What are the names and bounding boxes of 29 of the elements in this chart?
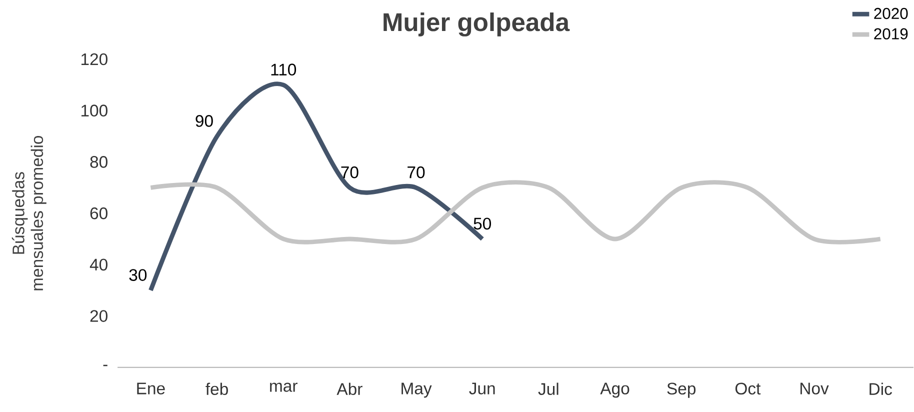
y-tick-label: 60: [90, 207, 108, 220]
data-label: 50: [474, 218, 492, 230]
y-tick-label: 100: [82, 104, 108, 117]
y-axis-title: Búsquedas mensuales promedio: [12, 136, 46, 290]
data-label: 70: [341, 166, 358, 178]
y-tick-label: 120: [82, 53, 108, 66]
legend-label: 2019: [874, 28, 908, 40]
x-tick-label: Abr: [336, 382, 362, 396]
data-label: 90: [196, 115, 213, 127]
x-tick-label: Nov: [800, 382, 829, 394]
x-tick-label: feb: [206, 382, 228, 396]
x-tick-label: mar: [270, 382, 298, 392]
x-tick-label: Oct: [735, 382, 761, 395]
x-tick-label: Ene: [137, 382, 165, 394]
data-label: 70: [408, 166, 425, 178]
x-tick-label: May: [402, 382, 432, 398]
x-tick-label: Jun: [469, 382, 495, 394]
chart-title: Mujer golpeada: [384, 12, 570, 37]
x-tick-label: Jul: [538, 382, 558, 396]
data-label: 110: [271, 64, 296, 76]
x-tick-label: Ago: [600, 382, 630, 398]
y-tick-label: 80: [90, 156, 108, 168]
y-tick-label: 20: [90, 310, 108, 322]
y-tick-label: 40: [90, 258, 108, 271]
data-label: 30: [129, 269, 147, 282]
x-tick-label: Dic: [870, 382, 892, 396]
legend-label: 2020: [874, 8, 908, 20]
x-tick-label: Sep: [667, 382, 696, 398]
y-tick-label: -: [103, 364, 108, 366]
